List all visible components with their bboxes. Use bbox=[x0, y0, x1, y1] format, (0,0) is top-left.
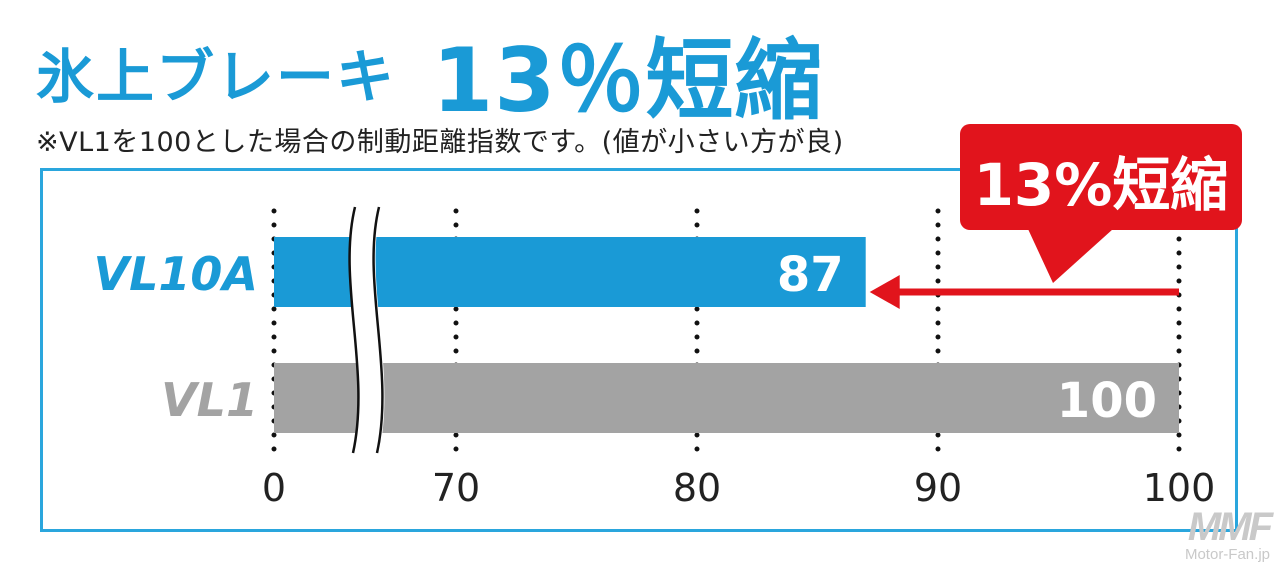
bar-value-vl10a: 87 bbox=[777, 247, 844, 303]
chart-subtitle: ※VL1を100とした場合の制動距離指数です。(値が小さい方が良) bbox=[36, 127, 844, 158]
page-title: 氷上ブレーキ bbox=[36, 43, 397, 111]
watermark: MMF Motor-Fan.jp bbox=[1184, 505, 1273, 563]
bar-chart: 87 VL10A 100 VL10 70 80 90 100 bbox=[93, 206, 1216, 510]
bar-value-vl1: 100 bbox=[1057, 373, 1157, 429]
chart-frame: 87 VL10A 100 VL1 0 70 80 90 100 bbox=[40, 168, 1238, 532]
bar-vl1 bbox=[274, 363, 1179, 433]
reduction-callout: 13%短縮 bbox=[960, 124, 1242, 230]
tick-label-0: 0 bbox=[262, 466, 286, 510]
axis-break-line-left bbox=[348, 206, 360, 454]
watermark-logo: MMF bbox=[1187, 505, 1273, 549]
tick-label-80: 80 bbox=[673, 466, 721, 510]
tick-label-90: 90 bbox=[914, 466, 962, 510]
axis-break-line-right bbox=[372, 206, 384, 454]
watermark-site: Motor-Fan.jp bbox=[1184, 546, 1270, 563]
callout-label: 13%短縮 bbox=[973, 151, 1229, 219]
callout-tail bbox=[1028, 229, 1113, 283]
axis-break-gap bbox=[349, 207, 385, 453]
category-label-vl10a: VL10A bbox=[93, 247, 258, 301]
reduction-arrow-head bbox=[869, 275, 900, 309]
category-label-vl1: VL1 bbox=[161, 373, 258, 427]
page-title-highlight: 13％短縮 bbox=[432, 29, 824, 132]
tick-label-100: 100 bbox=[1143, 466, 1216, 510]
tick-label-70: 70 bbox=[432, 466, 480, 510]
